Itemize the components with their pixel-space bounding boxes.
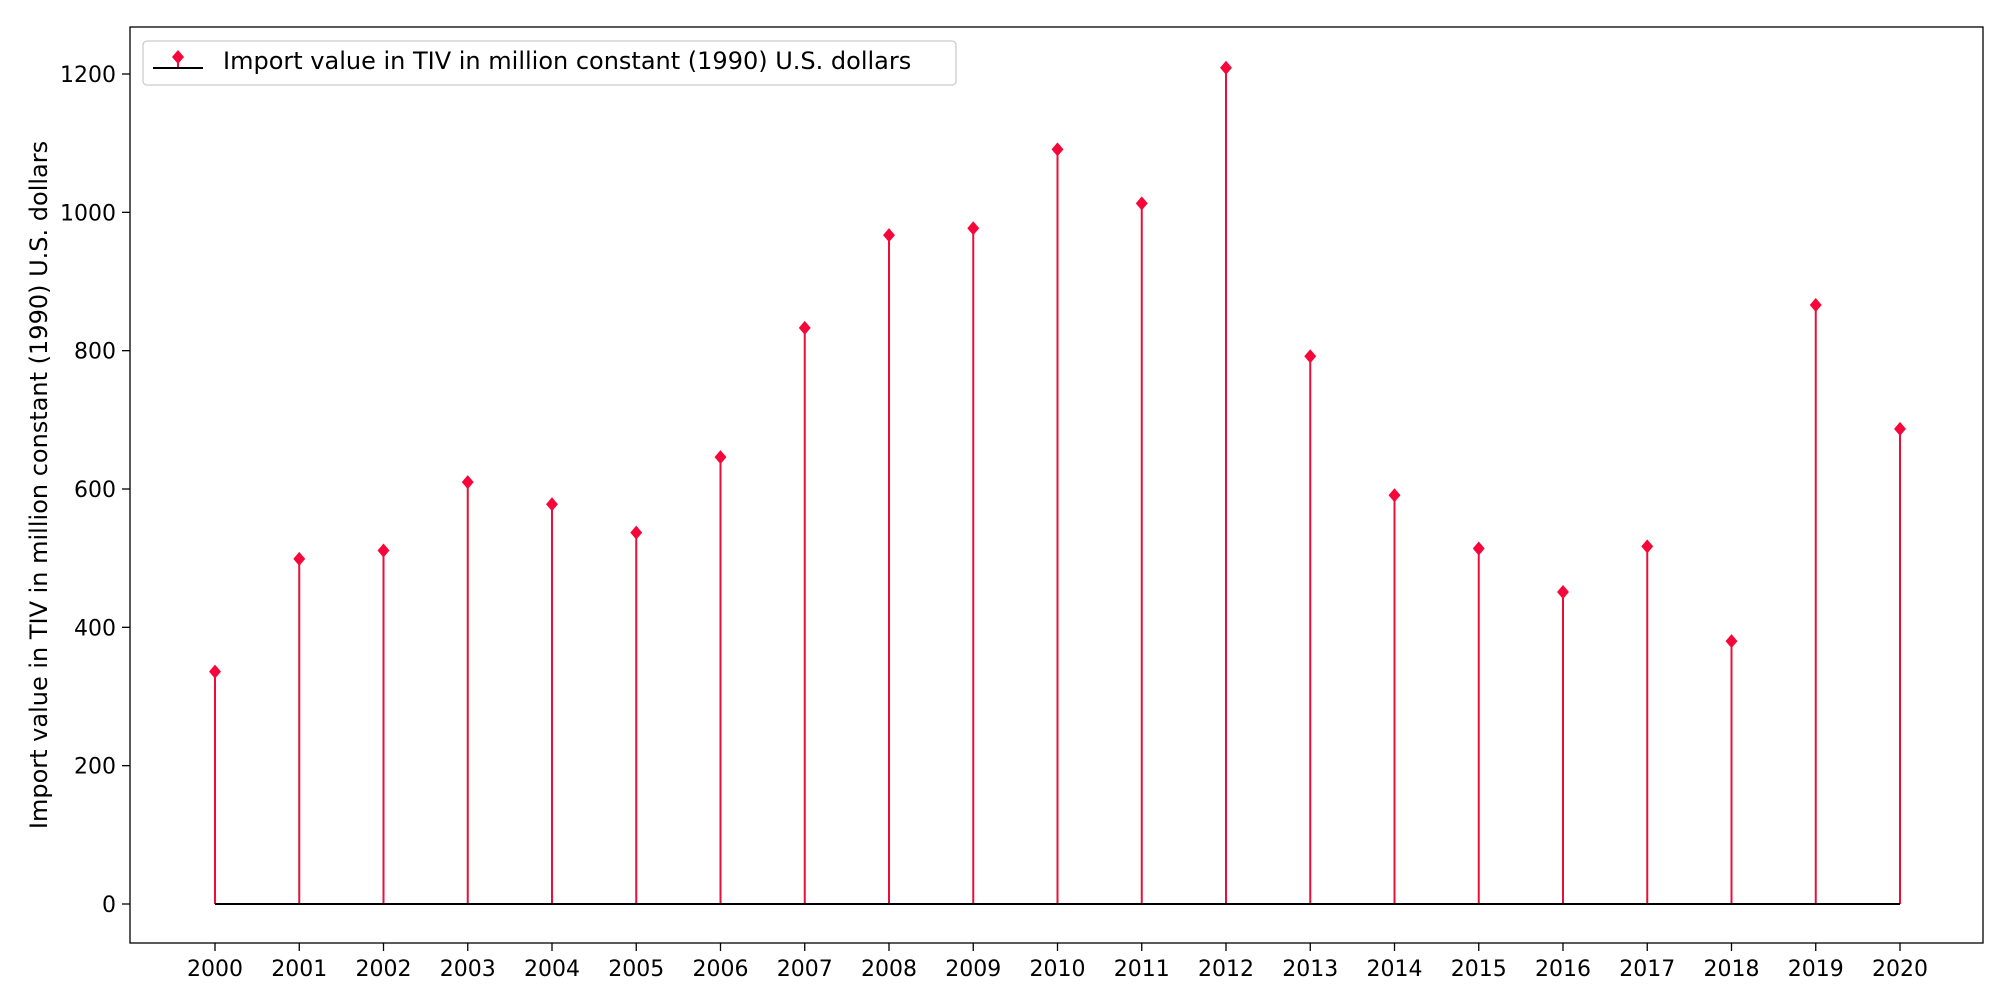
legend-label: Import value in TIV in million constant … [223, 47, 911, 75]
x-tick-label: 2006 [693, 957, 749, 982]
x-tick-label: 2011 [1114, 957, 1170, 982]
y-tick-label: 400 [74, 616, 116, 641]
x-tick-label: 2001 [271, 957, 327, 982]
x-tick-label: 2016 [1535, 957, 1591, 982]
stem-marker [1304, 349, 1317, 364]
x-tick-label: 2017 [1619, 957, 1675, 982]
x-tick-label: 2009 [945, 957, 1001, 982]
y-tick-label: 0 [102, 893, 116, 918]
x-tick-label: 2010 [1030, 957, 1086, 982]
x-tick-label: 2019 [1788, 957, 1844, 982]
stem-marker [1220, 60, 1232, 75]
stem-marker [714, 450, 727, 465]
legend-box [142, 40, 957, 86]
y-axis: 0 200 400 600 800 1000 1200 [60, 63, 130, 918]
stem-marker [1641, 539, 1654, 554]
x-tick-label: 2018 [1704, 957, 1760, 982]
stem-marker [1051, 142, 1064, 157]
stem-marker [967, 221, 980, 236]
stem-marker [1135, 196, 1148, 211]
x-tick-label: 2012 [1198, 957, 1254, 982]
x-tick-label: 2004 [524, 957, 580, 982]
stem-marker [209, 664, 221, 679]
stem-marker [377, 543, 390, 558]
x-tick-label: 2020 [1872, 957, 1928, 982]
legend-marker-icon [172, 50, 184, 64]
x-tick-label: 2013 [1282, 957, 1338, 982]
stem-series [209, 60, 1906, 904]
stem-marker [1725, 634, 1738, 649]
legend: Import value in TIV in million constant … [142, 40, 957, 86]
stem-marker [1472, 541, 1485, 556]
stem-marker [461, 475, 474, 490]
stem-marker [1809, 298, 1822, 313]
x-tick-label: 2014 [1367, 957, 1423, 982]
plot-frame [129, 26, 1984, 944]
y-tick-label: 600 [74, 478, 116, 503]
x-tick-label: 2003 [440, 957, 496, 982]
y-tick-label: 200 [74, 755, 116, 780]
stem-marker [630, 525, 643, 540]
x-tick-label: 2000 [187, 957, 243, 982]
x-tick-label: 2008 [861, 957, 917, 982]
stem-marker [1388, 488, 1401, 503]
x-tick-label: 2015 [1451, 957, 1507, 982]
x-axis: 2000 2001 2002 2003 2004 2005 2006 2007 2008 2009… [187, 943, 1928, 982]
x-tick-label: 2005 [608, 957, 664, 982]
stem-marker [1894, 421, 1906, 436]
stem-marker [293, 551, 306, 566]
stem-marker [1557, 585, 1569, 600]
y-tick-label: 1200 [60, 63, 116, 88]
x-tick-label: 2002 [356, 957, 412, 982]
y-tick-label: 800 [74, 340, 116, 365]
stem-marker [798, 320, 811, 335]
y-tick-label: 1000 [60, 201, 116, 226]
x-tick-label: 2007 [777, 957, 833, 982]
stem-marker [883, 228, 895, 243]
y-axis-label: Import value in TIV in million constant … [25, 141, 53, 829]
stem-marker [546, 497, 558, 512]
